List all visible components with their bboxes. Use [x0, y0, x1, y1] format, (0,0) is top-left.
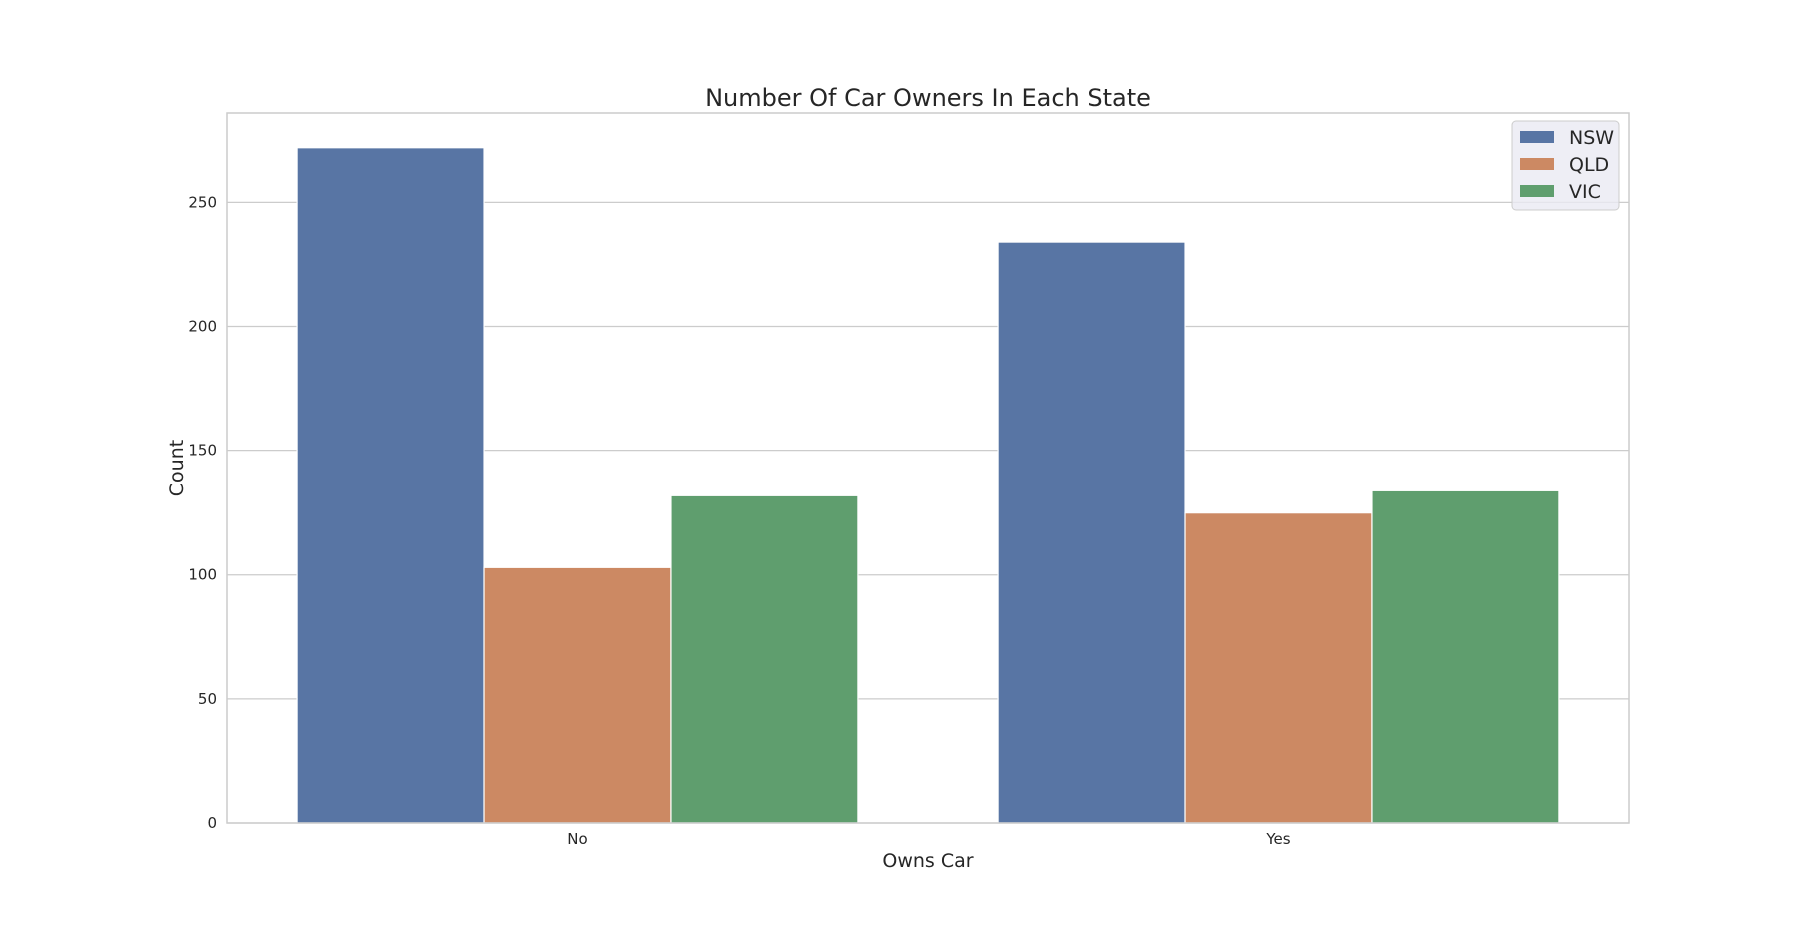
bar-vic-no: [670, 494, 859, 824]
legend-label-nsw: NSW: [1569, 127, 1614, 149]
bar-qld-no: [483, 566, 672, 824]
x-axis-label: Owns Car: [882, 850, 973, 872]
legend-swatch-nsw: [1520, 131, 1554, 143]
x-tick-label: No: [567, 830, 587, 848]
y-tick-label: 250: [188, 193, 217, 211]
legend-items: NSW QLD VIC: [1520, 127, 1614, 203]
y-tick-label: 50: [198, 690, 217, 708]
bar-nsw-no: [296, 147, 485, 824]
legend-swatch-qld: [1520, 158, 1554, 170]
legend: NSW QLD VIC: [1511, 120, 1620, 211]
legend-label-qld: QLD: [1569, 154, 1609, 176]
y-tick-label: 150: [188, 442, 217, 460]
bars: [296, 147, 1560, 824]
y-tick-label: 0: [207, 814, 217, 832]
x-axis-ticks: No Yes: [567, 830, 1290, 848]
y-axis-ticks: 0 50 100 150 200 250: [188, 193, 217, 832]
bar-nsw-yes: [997, 241, 1186, 824]
legend-swatch-vic: [1520, 185, 1554, 197]
bar-vic-yes: [1371, 489, 1560, 824]
bar-qld-yes: [1184, 512, 1373, 824]
y-tick-label: 200: [188, 317, 217, 335]
x-tick-label: Yes: [1265, 830, 1290, 848]
chart-title: Number Of Car Owners In Each State: [705, 84, 1151, 112]
plot-area-frame: [226, 112, 1630, 824]
legend-label-vic: VIC: [1569, 181, 1601, 203]
y-axis-label: Count: [166, 440, 188, 496]
y-tick-label: 100: [188, 566, 217, 584]
